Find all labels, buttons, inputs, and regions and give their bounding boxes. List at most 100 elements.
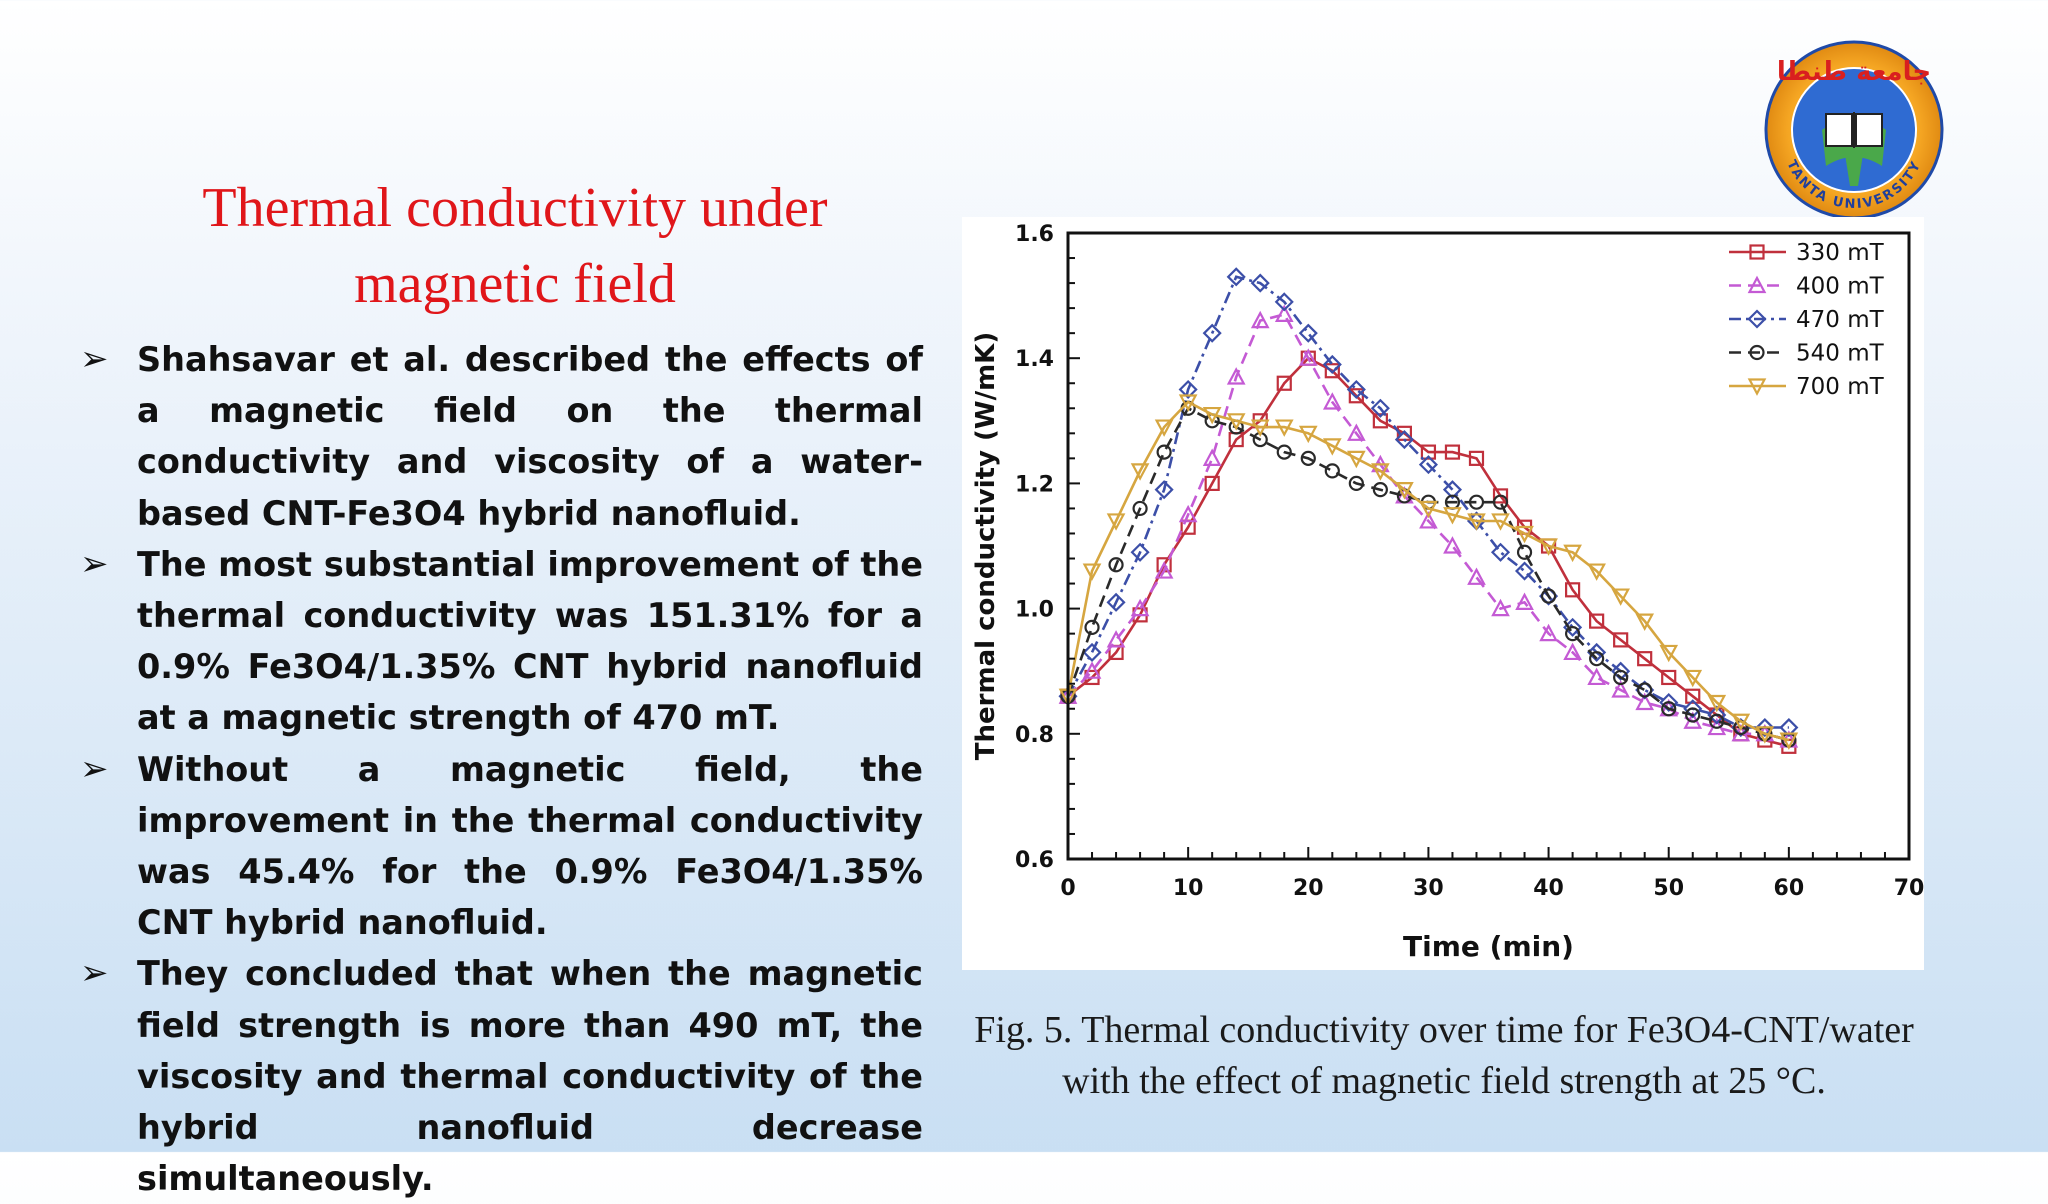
data-point-circle bbox=[1492, 494, 1509, 510]
data-point-diamond bbox=[1322, 354, 1342, 375]
data-point-circle bbox=[1108, 557, 1124, 573]
series-line bbox=[1067, 356, 1790, 748]
data-point-triangle bbox=[1587, 667, 1606, 686]
data-point-triangle-down bbox=[1491, 513, 1510, 531]
data-point-triangle bbox=[1226, 367, 1246, 385]
data-point-triangle-down bbox=[1539, 538, 1558, 556]
data-point-triangle-down bbox=[1587, 563, 1606, 581]
data-point-triangle bbox=[1250, 310, 1270, 329]
data-point-triangle bbox=[1347, 423, 1366, 441]
data-point-triangle bbox=[1491, 598, 1510, 617]
data-point-triangle-down bbox=[1419, 500, 1438, 519]
data-point-triangle-down bbox=[1731, 713, 1751, 732]
data-point-triangle bbox=[1467, 567, 1486, 585]
data-point-circle bbox=[1300, 450, 1316, 466]
slide-title-line-1: Thermal conductivity under bbox=[202, 177, 828, 239]
plot-frame bbox=[1066, 231, 1911, 861]
series-700-mt bbox=[1058, 394, 1799, 750]
x-tick-label: 20 bbox=[1293, 876, 1324, 901]
legend-item: 700 mT bbox=[1729, 374, 1885, 400]
data-point-triangle-down bbox=[1635, 613, 1655, 631]
y-tick-label: 0.8 bbox=[1015, 723, 1054, 748]
data-point-triangle-down bbox=[1443, 507, 1462, 525]
data-point-triangle bbox=[1563, 642, 1582, 661]
data-point-diamond bbox=[1298, 323, 1318, 343]
data-point-diamond bbox=[1418, 455, 1438, 475]
tanta-university-logo-icon: جامعة طنطا TANTA UNIVERSITY bbox=[1760, 36, 1948, 224]
chart-container: 0 10 20 30 40 50 60 70 0.6 0.8 1.0 1.2 1.4 1.6 330 mT… bbox=[962, 217, 1924, 970]
x-tick-label: 10 bbox=[1173, 876, 1204, 901]
data-point-triangle bbox=[1539, 623, 1558, 642]
data-point-circle bbox=[1468, 494, 1485, 510]
data-point-triangle-down bbox=[1178, 394, 1198, 412]
data-point-triangle-down bbox=[1659, 644, 1679, 663]
data-point-triangle bbox=[1106, 630, 1126, 648]
y-tick-label: 1.2 bbox=[1015, 472, 1054, 497]
data-point-triangle-down bbox=[1106, 513, 1126, 531]
data-point-square bbox=[1372, 413, 1388, 429]
data-point-triangle-down bbox=[1611, 588, 1630, 606]
data-point-circle bbox=[1084, 619, 1100, 635]
legend-label: 540 mT bbox=[1796, 341, 1885, 367]
arrow-bullet-icon: ➢ bbox=[80, 953, 109, 994]
data-point-circle bbox=[1709, 713, 1725, 729]
data-point-triangle bbox=[1298, 348, 1318, 366]
data-point-square bbox=[1637, 651, 1653, 667]
data-point-triangle-down bbox=[1707, 694, 1727, 713]
data-point-square bbox=[1492, 488, 1509, 504]
arrow-bullet-icon: ➢ bbox=[80, 748, 109, 789]
data-point-diamond bbox=[1442, 480, 1463, 500]
data-point-triangle-down bbox=[1082, 563, 1102, 581]
data-point-square bbox=[1685, 688, 1701, 704]
data-point-circle bbox=[1613, 669, 1629, 686]
data-point-triangle bbox=[1443, 536, 1462, 554]
data-point-triangle bbox=[1154, 561, 1174, 579]
data-point-square bbox=[1589, 613, 1605, 629]
data-point-circle bbox=[1132, 500, 1148, 517]
arrow-bullet-icon: ➢ bbox=[80, 543, 109, 584]
x-tick-label: 50 bbox=[1653, 876, 1684, 901]
data-point-triangle-down bbox=[1515, 525, 1534, 544]
data-point-triangle-down bbox=[1683, 669, 1703, 688]
data-point-triangle bbox=[1082, 661, 1102, 679]
data-point-circle bbox=[1324, 463, 1340, 479]
data-point-square bbox=[1324, 363, 1340, 379]
data-point-diamond bbox=[1779, 717, 1799, 738]
data-point-triangle-down bbox=[1347, 450, 1366, 469]
data-point-diamond bbox=[1130, 542, 1150, 562]
data-point-diamond bbox=[1082, 642, 1102, 662]
data-point-diamond bbox=[1514, 561, 1535, 581]
data-point-diamond bbox=[1178, 379, 1198, 400]
y-tick-label: 1.6 bbox=[1015, 222, 1054, 247]
bullet-text: They concluded that when the magnetic fi… bbox=[137, 954, 923, 1199]
data-point-circle bbox=[1661, 701, 1677, 717]
y-tick-label: 1.0 bbox=[1015, 598, 1054, 623]
x-tick-label: 30 bbox=[1413, 876, 1444, 901]
data-point-triangle-down bbox=[1274, 419, 1294, 437]
data-point-diamond bbox=[1202, 323, 1222, 343]
data-point-triangle-down bbox=[1747, 378, 1767, 396]
logo-arabic-text: جامعة طنطا bbox=[1777, 57, 1931, 87]
data-point-triangle-down bbox=[1250, 419, 1270, 437]
data-point-circle bbox=[1156, 444, 1172, 460]
legend-item: 470 mT bbox=[1729, 307, 1885, 333]
y-tick-label: 0.6 bbox=[1015, 848, 1054, 873]
bullet-text: Without a magnetic field, the improvemen… bbox=[137, 749, 923, 943]
data-point-diamond bbox=[1226, 267, 1246, 287]
y-axis-label: Thermal conductivity (W/mK) bbox=[971, 332, 1001, 760]
legend-item: 400 mT bbox=[1729, 274, 1885, 300]
line-chart: 0 10 20 30 40 50 60 70 0.6 0.8 1.0 1.2 1.4 1.6 330 mT… bbox=[971, 222, 1924, 963]
data-point-diamond bbox=[1755, 717, 1775, 738]
data-point-diamond bbox=[1490, 542, 1511, 562]
data-point-square bbox=[1661, 669, 1677, 686]
bullet-item: ➢ Without a magnetic field, the improvem… bbox=[80, 744, 923, 949]
data-point-triangle bbox=[1419, 511, 1438, 529]
data-point-triangle-down bbox=[1371, 463, 1390, 481]
series-400-mt bbox=[1058, 304, 1799, 748]
data-point-square bbox=[1468, 450, 1485, 466]
data-point-diamond bbox=[1683, 699, 1703, 719]
data-point-triangle-down bbox=[1467, 513, 1486, 531]
data-point-triangle bbox=[1178, 504, 1198, 523]
data-point-triangle-down bbox=[1395, 482, 1414, 500]
data-point-diamond bbox=[1394, 430, 1414, 450]
